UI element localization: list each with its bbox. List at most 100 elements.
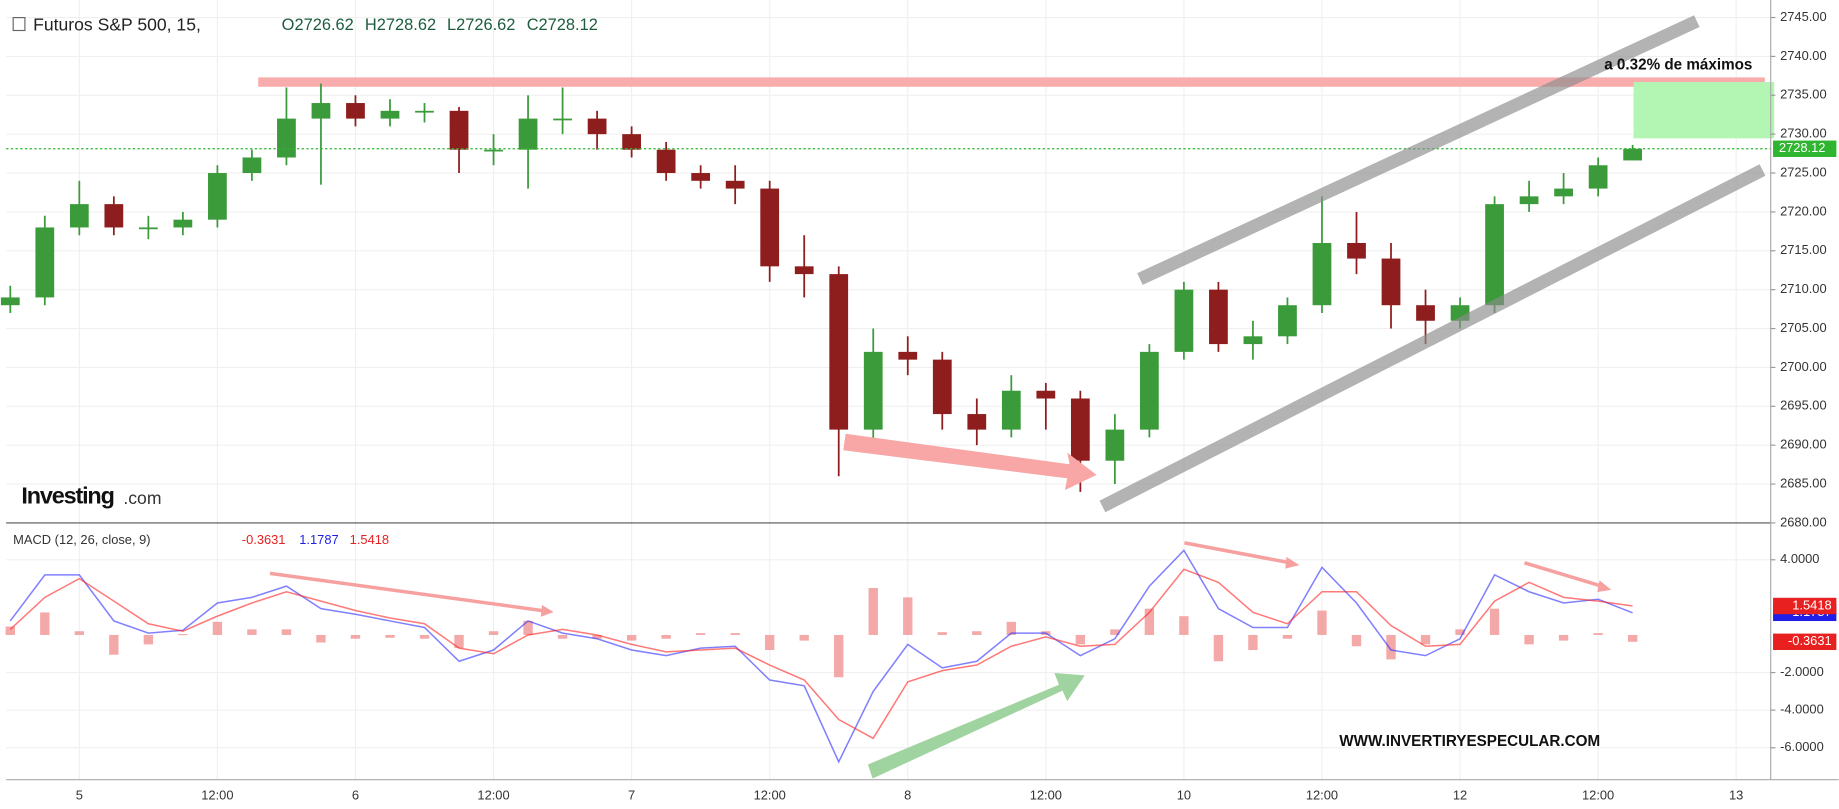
histogram-bar [972,631,982,635]
candle-body [1312,243,1332,306]
value-tag-label: 1.5418 [1792,597,1831,612]
y-tick-label: 2710.00 [1780,281,1827,296]
candle-body [104,204,124,228]
candle-body [1588,165,1608,189]
candle-body [138,227,158,230]
candle-body [1485,204,1504,306]
histogram-bar [247,629,257,635]
candle-body [1381,258,1401,306]
histogram-bar [1179,616,1189,635]
histogram-bar [764,634,775,651]
ohlc-low: L2726.62 [447,16,515,34]
y-tick-label: 2715.00 [1780,242,1827,257]
collapse-icon[interactable] [12,17,26,32]
histogram-bar [281,629,292,635]
histogram-bar [316,634,326,643]
candle-body [208,173,227,220]
last-price-label: 2728.12 [1779,140,1826,155]
y-tick-label: 4.0000 [1780,551,1819,566]
arrow-head [540,604,554,617]
candle-body [173,219,193,228]
histogram-bar [1213,634,1224,662]
histogram-bar [1455,629,1465,635]
candle-body [553,118,572,121]
candle-body [587,118,607,135]
candle-body [967,414,987,430]
histogram-bar [834,634,844,678]
candle-body [1243,336,1263,345]
x-tick-label: 12 [1453,788,1467,803]
histogram-bar [1110,629,1120,635]
y-tick-label: 2705.00 [1780,320,1827,335]
candle-body [656,149,676,174]
y-tick-label: 2690.00 [1780,437,1827,452]
histogram-bar [1489,608,1500,635]
candle-body [1140,351,1159,430]
x-tick-label: 12:00 [1582,788,1614,803]
candle-body [346,103,365,119]
x-tick-label: 12:00 [477,788,509,803]
histogram-bar [1317,610,1327,635]
histogram-bar [730,633,740,635]
candle-body [277,118,296,158]
histogram-bar [592,634,602,639]
arrow-head [1285,556,1300,569]
watermark: WWW.INVERTIRYESPECULAR.COM [1339,733,1600,750]
histogram-bar [143,634,154,645]
candle-body [691,173,711,181]
logo: Investing [21,482,113,508]
histogram-bar [661,634,671,639]
candle-body [829,274,849,430]
candle-body [794,266,814,275]
candle-body [1554,188,1573,197]
arrow-head [1597,580,1612,593]
target-zone [1633,82,1775,139]
macd-title: MACD (12, 26, close, 9) [13,532,150,547]
histogram-bar [1144,608,1155,635]
candle-body [1623,148,1643,161]
candle-body [1519,196,1539,205]
signal-line [9,568,1633,740]
histogram-bar [385,634,395,638]
histogram-bar [40,612,50,635]
histogram-bar [903,597,913,635]
histogram-bar [74,631,85,635]
candle-body [518,118,538,150]
histogram-bar [799,634,809,641]
ohlc-close: C2728.12 [527,16,598,34]
value-tag [1773,633,1837,651]
candle-body [622,134,641,150]
histogram-bar [1420,634,1431,645]
candle-body [1416,305,1435,321]
histogram-bar [109,634,119,655]
x-tick-label: 12:00 [1030,788,1062,803]
candle-body [415,110,434,113]
logo-suffix: .com [123,488,161,508]
macd-header-value: 1.5418 [350,532,389,547]
chart-title: Futuros S&P 500, 15, [33,14,201,34]
candle-body [1070,398,1090,461]
y-tick-label: 2725.00 [1780,164,1827,179]
histogram-bar [5,626,15,635]
candle-body [0,297,20,306]
candle-body [898,351,918,360]
histogram-bar [1282,634,1293,639]
macd-header-value: 1.1787 [299,532,338,547]
macd-trend-arrow [269,571,545,613]
candle-body [1174,289,1194,352]
x-tick-label: 12:00 [754,788,786,803]
macd-trend-arrow [1523,561,1603,588]
histogram-bar [419,634,430,639]
macd-trend-arrow [1184,541,1291,565]
histogram-bar [1524,634,1534,645]
candle-body [35,227,55,298]
divergence-arrow [843,433,1097,491]
candle-body [1105,429,1125,461]
histogram-bar [868,587,878,635]
candle-body [1347,243,1366,259]
histogram-bar [1558,634,1569,641]
x-tick-label: 8 [904,788,911,803]
candle-body [1209,289,1228,345]
